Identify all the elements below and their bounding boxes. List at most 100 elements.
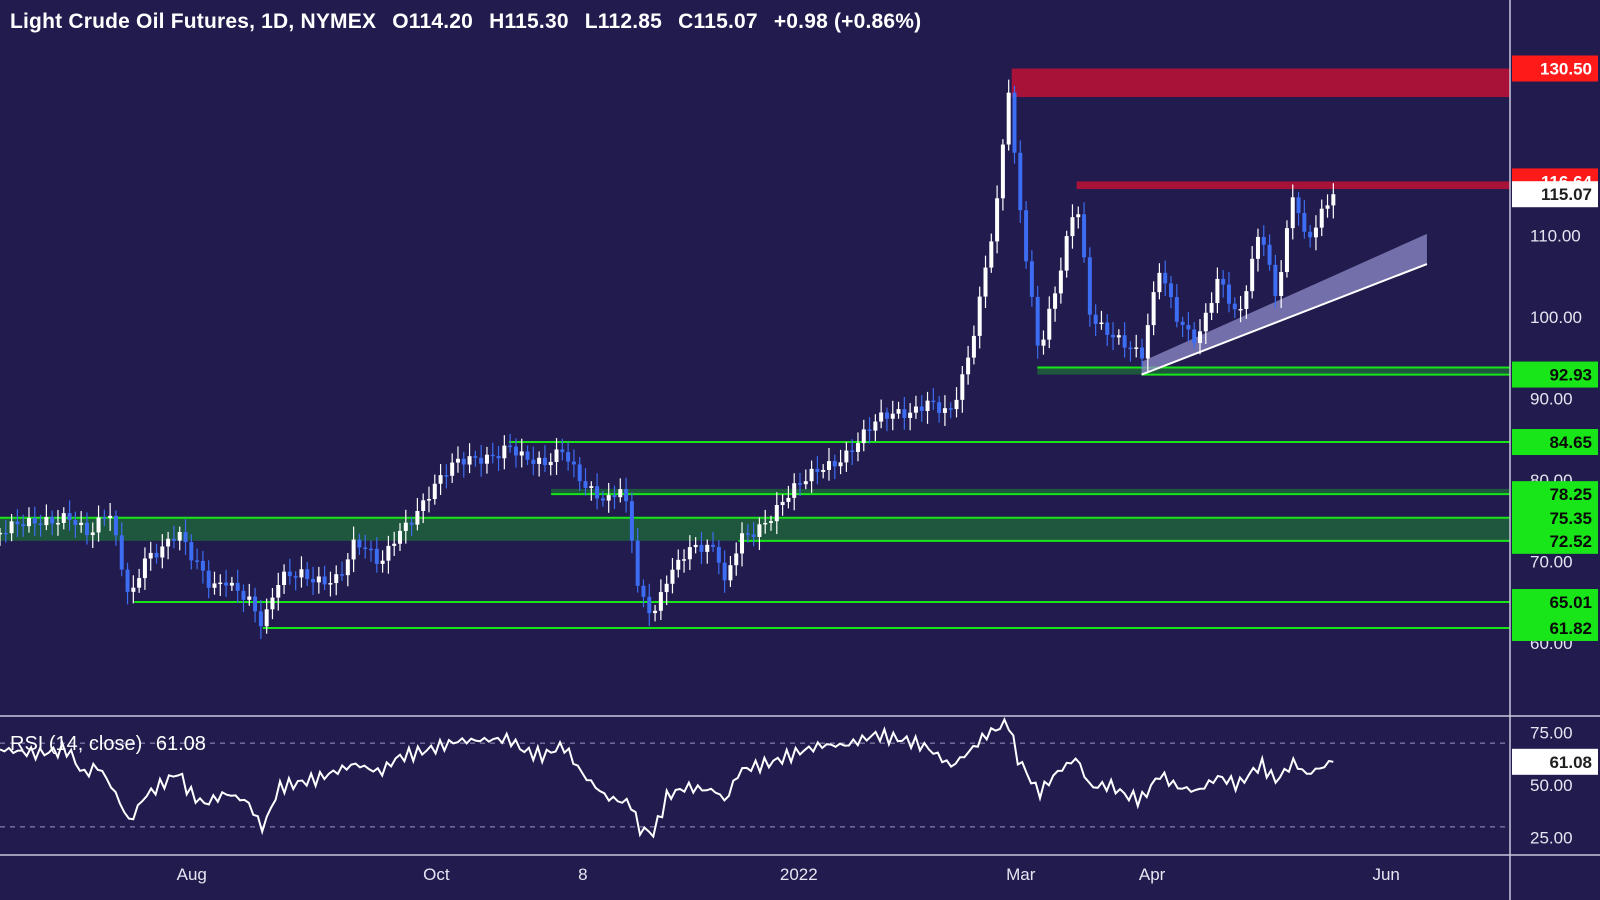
candle bbox=[612, 485, 617, 510]
candle-body bbox=[722, 562, 727, 581]
candle-body bbox=[995, 198, 1000, 242]
candle-body bbox=[108, 515, 113, 519]
time-tick-label: 8 bbox=[578, 865, 587, 884]
candle-body bbox=[879, 412, 884, 422]
candle bbox=[925, 391, 930, 424]
candle-body bbox=[253, 596, 258, 612]
candle-body bbox=[44, 517, 49, 526]
candle-body bbox=[311, 578, 316, 583]
candle bbox=[340, 561, 345, 581]
candle bbox=[931, 388, 936, 410]
candle-body bbox=[525, 451, 530, 460]
candle bbox=[55, 509, 60, 536]
candle-body bbox=[258, 611, 263, 627]
rsi-label: RSI (14, close) bbox=[10, 733, 143, 755]
candle-body bbox=[0, 532, 2, 535]
price-tag-support: 84.65 bbox=[1512, 429, 1598, 456]
candle-body bbox=[183, 531, 188, 543]
candle bbox=[1018, 140, 1023, 223]
candle bbox=[948, 402, 953, 419]
candle bbox=[1029, 250, 1034, 307]
candle bbox=[1047, 296, 1052, 349]
candle-body bbox=[1197, 331, 1202, 344]
candle bbox=[241, 584, 246, 613]
candle-body bbox=[1128, 347, 1133, 350]
candle-body bbox=[484, 454, 489, 464]
time-tick-label: Jun bbox=[1372, 865, 1399, 884]
candle bbox=[1308, 224, 1313, 248]
ohlc-low: L112.85 bbox=[584, 10, 663, 33]
candle-body bbox=[989, 241, 994, 268]
candle bbox=[676, 549, 681, 578]
candle bbox=[328, 571, 333, 597]
price-tag-label: 84.65 bbox=[1549, 433, 1592, 452]
candle-body bbox=[942, 408, 947, 413]
rsi-header: RSI (14, close) 61.08 bbox=[10, 733, 214, 756]
candle-body bbox=[508, 445, 513, 448]
candle bbox=[682, 549, 687, 573]
time-tick-label: 2022 bbox=[780, 865, 818, 884]
candle-body bbox=[653, 610, 658, 614]
candle bbox=[1087, 247, 1092, 327]
candle bbox=[971, 325, 976, 365]
candle-body bbox=[693, 544, 698, 548]
candle-body bbox=[861, 429, 866, 444]
candle bbox=[218, 574, 223, 596]
candle-body bbox=[380, 560, 385, 564]
price-tag-label: 78.25 bbox=[1549, 485, 1592, 504]
candle-body bbox=[612, 495, 617, 498]
candle-body bbox=[1319, 208, 1324, 228]
candle bbox=[1215, 267, 1220, 314]
candle bbox=[444, 464, 449, 489]
candle bbox=[513, 438, 518, 468]
candle bbox=[316, 566, 321, 594]
candle bbox=[815, 456, 820, 485]
candle-body bbox=[32, 517, 37, 524]
candle-body bbox=[1134, 347, 1139, 349]
candle bbox=[850, 439, 855, 465]
candle-body bbox=[971, 335, 976, 358]
candle bbox=[1116, 329, 1121, 345]
candle bbox=[311, 566, 316, 596]
candle-body bbox=[647, 596, 652, 614]
candle bbox=[618, 478, 623, 503]
candle-body bbox=[826, 461, 831, 470]
price-tag-box bbox=[1512, 504, 1598, 531]
candle bbox=[1035, 285, 1040, 359]
candle bbox=[635, 528, 640, 593]
candle bbox=[409, 517, 414, 536]
candle-body bbox=[1308, 231, 1313, 238]
candle bbox=[374, 537, 379, 573]
candle bbox=[687, 535, 692, 571]
candle bbox=[369, 540, 374, 562]
candle bbox=[583, 468, 588, 496]
candle-body bbox=[421, 500, 426, 511]
candle-body bbox=[305, 569, 310, 579]
candle-body bbox=[751, 534, 756, 537]
candle bbox=[1325, 194, 1330, 218]
candle bbox=[461, 451, 466, 478]
candle bbox=[293, 571, 298, 591]
candle-body bbox=[902, 409, 907, 418]
candle-body bbox=[438, 475, 443, 484]
price-tag-label: 92.93 bbox=[1549, 366, 1592, 385]
candle-body bbox=[195, 560, 200, 562]
candle bbox=[229, 576, 234, 591]
candle-body bbox=[960, 374, 965, 400]
rsi-tick-label: 50.00 bbox=[1530, 776, 1573, 795]
candle-body bbox=[1058, 270, 1063, 294]
candle-body bbox=[479, 457, 484, 464]
candle bbox=[1267, 234, 1272, 271]
candle-body bbox=[1313, 227, 1318, 238]
candle-body bbox=[890, 413, 895, 419]
price-tag-support: 78.25 bbox=[1512, 481, 1598, 508]
candle-body bbox=[38, 523, 43, 526]
candle bbox=[432, 474, 437, 505]
candle-body bbox=[1232, 303, 1237, 310]
candle bbox=[954, 387, 959, 418]
candle-body bbox=[432, 483, 437, 500]
candle bbox=[797, 472, 802, 496]
candle bbox=[1226, 271, 1231, 313]
candle-body bbox=[1244, 291, 1249, 309]
